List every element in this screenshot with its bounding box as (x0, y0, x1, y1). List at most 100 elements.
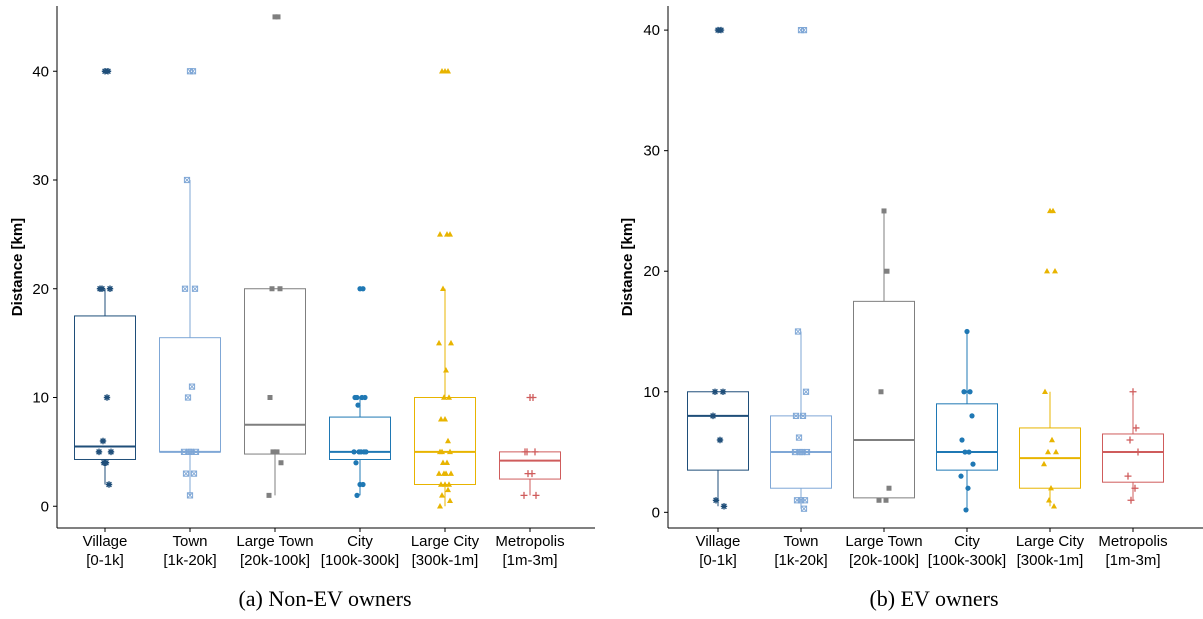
data-point-mark (1046, 497, 1052, 503)
data-point-mark (269, 286, 275, 292)
data-point-mark (448, 339, 454, 346)
data-point-mark (1042, 388, 1048, 394)
data-point (716, 436, 724, 444)
data-point-mark (266, 492, 272, 498)
data-point-mark (360, 481, 366, 488)
data-point-mark (521, 448, 529, 456)
data-point (447, 497, 453, 504)
data-point (1132, 424, 1140, 432)
data-point-mark (360, 286, 366, 292)
data-point (448, 339, 454, 346)
data-point (359, 394, 365, 401)
data-point-mark (804, 449, 810, 455)
data-point-mark (712, 497, 720, 504)
data-point-mark (277, 286, 283, 292)
data-point (100, 459, 108, 466)
data-point-mark (796, 434, 802, 441)
box-metropolis (499, 394, 561, 499)
data-point-mark (795, 434, 803, 441)
data-point (521, 448, 529, 456)
data-point-mark (886, 485, 892, 491)
data-point-mark (95, 448, 103, 456)
data-point-mark (1044, 268, 1050, 274)
y-tick-label: 40 (32, 63, 49, 80)
data-point-mark (1041, 460, 1047, 467)
box-metropolis (1102, 388, 1164, 504)
x-tick-label: [1k-20k] (774, 552, 827, 569)
data-point-mark (278, 460, 284, 466)
box-town (770, 27, 832, 512)
data-point (881, 208, 887, 214)
data-point-mark (970, 461, 976, 467)
data-point-mark (799, 449, 805, 455)
y-tick-label: 40 (643, 22, 660, 39)
x-tick-label: City (954, 533, 980, 550)
data-point (883, 497, 889, 503)
data-point-mark (356, 449, 362, 455)
box-large-city (414, 68, 476, 509)
data-point-mark (436, 339, 442, 346)
data-point-mark (440, 285, 446, 291)
data-point (711, 388, 719, 395)
data-point-mark (800, 412, 806, 419)
data-point-mark (531, 448, 539, 456)
data-point-mark (437, 448, 443, 455)
data-point-mark (720, 503, 728, 510)
data-point-mark (190, 470, 198, 477)
data-point (188, 383, 196, 390)
data-point-mark (1051, 503, 1057, 509)
data-point (959, 437, 965, 443)
data-point-mark (441, 394, 447, 400)
data-point (1126, 436, 1134, 444)
data-point (800, 27, 808, 34)
data-point (444, 459, 450, 465)
data-point-mark (792, 412, 800, 419)
data-point-mark (959, 437, 965, 443)
data-point (1124, 472, 1132, 480)
data-point-mark (267, 395, 273, 400)
x-tick-label: Large Town (236, 533, 313, 550)
y-tick-label: 20 (643, 263, 660, 280)
data-point (1046, 497, 1052, 503)
data-point (797, 497, 805, 504)
data-point (99, 437, 107, 445)
data-point (436, 339, 442, 346)
data-point-mark (717, 26, 725, 34)
data-point-mark (1129, 388, 1137, 396)
data-point (437, 231, 443, 237)
data-point-mark (1134, 448, 1142, 456)
x-tick-label: City (347, 533, 373, 550)
data-point (277, 286, 283, 292)
box-iqr (936, 403, 998, 471)
box-city (329, 286, 391, 498)
data-point-mark (962, 449, 968, 455)
data-point (353, 460, 359, 466)
data-point-mark (1050, 207, 1056, 214)
data-point-mark (436, 470, 442, 476)
data-point (446, 481, 452, 487)
data-point (441, 394, 447, 400)
data-point-mark (184, 177, 190, 183)
x-tick-label: [1m-3m] (1105, 552, 1160, 569)
data-point-mark (105, 481, 113, 488)
box-iqr (74, 315, 136, 460)
data-point (1050, 207, 1056, 214)
data-point (520, 491, 528, 499)
data-point-mark (439, 68, 445, 74)
data-point (963, 507, 969, 513)
data-point-mark (799, 412, 807, 419)
data-point-mark (188, 448, 194, 455)
data-point (96, 285, 104, 292)
data-point-mark (797, 449, 803, 455)
data-point (443, 367, 449, 373)
data-point-mark (964, 328, 970, 335)
data-point-mark (96, 285, 104, 292)
data-point-mark (529, 394, 537, 401)
data-point-mark (798, 497, 804, 504)
data-point-mark (186, 492, 194, 499)
data-point (267, 395, 273, 400)
data-point-mark (103, 394, 111, 401)
panel-ev-owners: 0 10 20 30 40 Distance [km] Village [0-1k] Town [… (619, 6, 1203, 611)
data-point-mark (100, 459, 108, 466)
data-point-mark (963, 507, 969, 513)
